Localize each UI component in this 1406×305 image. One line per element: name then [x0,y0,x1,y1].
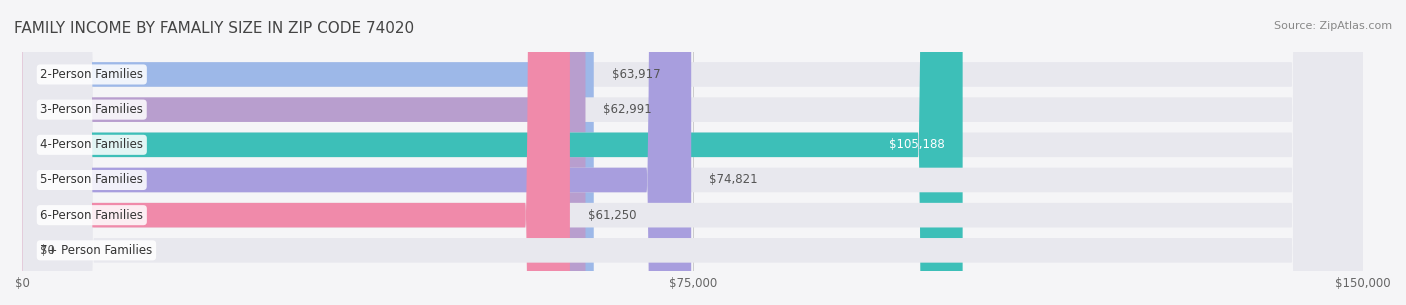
Text: FAMILY INCOME BY FAMALIY SIZE IN ZIP CODE 74020: FAMILY INCOME BY FAMALIY SIZE IN ZIP COD… [14,21,415,36]
Text: $61,250: $61,250 [588,209,637,222]
Text: $0: $0 [41,244,55,257]
FancyBboxPatch shape [22,0,593,305]
Text: 3-Person Families: 3-Person Families [41,103,143,116]
FancyBboxPatch shape [22,0,585,305]
FancyBboxPatch shape [22,0,1364,305]
FancyBboxPatch shape [22,0,692,305]
FancyBboxPatch shape [22,0,1364,305]
Text: $62,991: $62,991 [603,103,652,116]
Text: $74,821: $74,821 [709,174,758,186]
Text: 2-Person Families: 2-Person Families [41,68,143,81]
FancyBboxPatch shape [22,0,1364,305]
Text: 6-Person Families: 6-Person Families [41,209,143,222]
Text: 5-Person Families: 5-Person Families [41,174,143,186]
FancyBboxPatch shape [22,0,1364,305]
FancyBboxPatch shape [22,0,569,305]
Text: 4-Person Families: 4-Person Families [41,138,143,151]
FancyBboxPatch shape [22,0,1364,305]
FancyBboxPatch shape [22,0,1364,305]
Text: 7+ Person Families: 7+ Person Families [41,244,153,257]
Text: Source: ZipAtlas.com: Source: ZipAtlas.com [1274,21,1392,31]
FancyBboxPatch shape [22,0,963,305]
Text: $105,188: $105,188 [889,138,945,151]
Text: $63,917: $63,917 [612,68,661,81]
